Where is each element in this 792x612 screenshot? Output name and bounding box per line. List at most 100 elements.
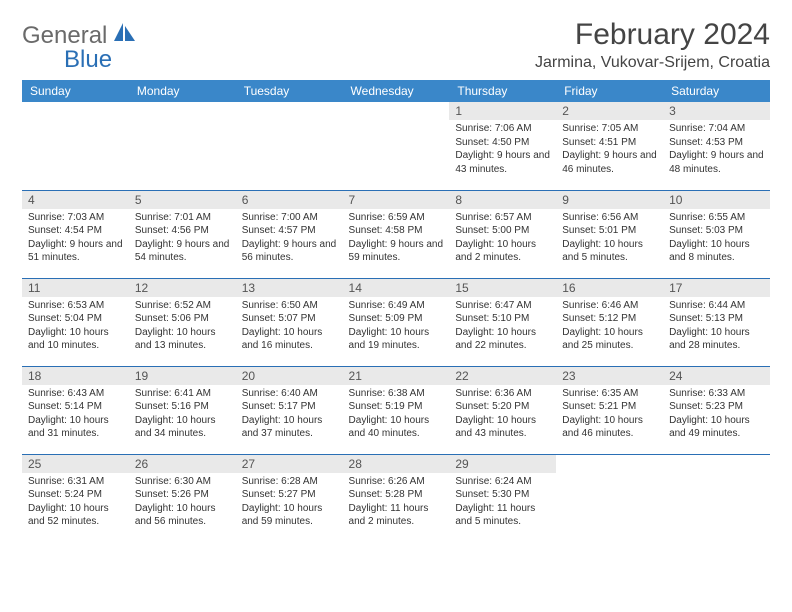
day-number: 4 [22, 191, 129, 209]
daylight-text: Daylight: 10 hours and 2 minutes. [455, 238, 550, 265]
daylight-text: Daylight: 10 hours and 56 minutes. [135, 502, 230, 529]
calendar-week-row: 1 Sunrise: 7:06 AMSunset: 4:50 PMDaylight… [22, 102, 770, 190]
sunrise-text: Sunrise: 7:05 AM [562, 122, 657, 136]
sunrise-text: Sunrise: 6:43 AM [28, 387, 123, 401]
sunset-text: Sunset: 5:28 PM [349, 488, 444, 502]
calendar-day-cell: 9Sunrise: 6:56 AMSunset: 5:01 PMDaylight… [556, 190, 663, 278]
calendar-day-cell [343, 102, 450, 190]
daylight-text: Daylight: 10 hours and 59 minutes. [242, 502, 337, 529]
sunset-text: Sunset: 5:26 PM [135, 488, 230, 502]
sunrise-text: Sunrise: 6:56 AM [562, 211, 657, 225]
weekday-header: Monday [129, 80, 236, 102]
sunrise-text: Sunrise: 6:50 AM [242, 299, 337, 313]
title-block: February 2024 Jarmina, Vukovar-Srijem, C… [535, 18, 770, 72]
sunrise-text: Sunrise: 6:47 AM [455, 299, 550, 313]
daylight-text: Daylight: 10 hours and 28 minutes. [669, 326, 764, 353]
sunset-text: Sunset: 5:09 PM [349, 312, 444, 326]
weekday-header: Tuesday [236, 80, 343, 102]
day-number: 12 [129, 279, 236, 297]
calendar-day-cell: 20Sunrise: 6:40 AMSunset: 5:17 PMDayligh… [236, 366, 343, 454]
weekday-header: Sunday [22, 80, 129, 102]
sunrise-text: Sunrise: 6:59 AM [349, 211, 444, 225]
day-details: Sunrise: 6:31 AMSunset: 5:24 PMDaylight:… [28, 475, 123, 529]
day-details: Sunrise: 6:41 AMSunset: 5:16 PMDaylight:… [135, 387, 230, 441]
sunset-text: Sunset: 4:56 PM [135, 224, 230, 238]
day-details: Sunrise: 6:46 AMSunset: 5:12 PMDaylight:… [562, 299, 657, 353]
day-details: Sunrise: 6:53 AMSunset: 5:04 PMDaylight:… [28, 299, 123, 353]
calendar-day-cell: 15Sunrise: 6:47 AMSunset: 5:10 PMDayligh… [449, 278, 556, 366]
calendar-day-cell: 21Sunrise: 6:38 AMSunset: 5:19 PMDayligh… [343, 366, 450, 454]
day-number: 7 [343, 191, 450, 209]
day-number: 27 [236, 455, 343, 473]
calendar-day-cell: 2 Sunrise: 7:05 AMSunset: 4:51 PMDaylight… [556, 102, 663, 190]
day-details: Sunrise: 6:50 AMSunset: 5:07 PMDaylight:… [242, 299, 337, 353]
day-details: Sunrise: 7:06 AMSunset: 4:50 PMDaylight:… [455, 122, 550, 176]
calendar-table: Sunday Monday Tuesday Wednesday Thursday… [22, 80, 770, 542]
sunrise-text: Sunrise: 6:46 AM [562, 299, 657, 313]
day-details: Sunrise: 7:05 AMSunset: 4:51 PMDaylight:… [562, 122, 657, 176]
sunrise-text: Sunrise: 6:40 AM [242, 387, 337, 401]
calendar-day-cell [556, 454, 663, 542]
sunrise-text: Sunrise: 6:28 AM [242, 475, 337, 489]
sunset-text: Sunset: 5:07 PM [242, 312, 337, 326]
daylight-text: Daylight: 10 hours and 52 minutes. [28, 502, 123, 529]
day-details: Sunrise: 6:59 AMSunset: 4:58 PMDaylight:… [349, 211, 444, 265]
sunrise-text: Sunrise: 6:24 AM [455, 475, 550, 489]
sunrise-text: Sunrise: 6:38 AM [349, 387, 444, 401]
sunrise-text: Sunrise: 6:49 AM [349, 299, 444, 313]
day-details: Sunrise: 6:49 AMSunset: 5:09 PMDaylight:… [349, 299, 444, 353]
sunset-text: Sunset: 5:27 PM [242, 488, 337, 502]
day-number: 17 [663, 279, 770, 297]
day-details: Sunrise: 6:43 AMSunset: 5:14 PMDaylight:… [28, 387, 123, 441]
calendar-page: General Blue February 2024 Jarmina, Vuko… [0, 0, 792, 552]
day-number: 26 [129, 455, 236, 473]
daylight-text: Daylight: 9 hours and 56 minutes. [242, 238, 337, 265]
day-number: 28 [343, 455, 450, 473]
day-details: Sunrise: 6:30 AMSunset: 5:26 PMDaylight:… [135, 475, 230, 529]
calendar-day-cell: 22Sunrise: 6:36 AMSunset: 5:20 PMDayligh… [449, 366, 556, 454]
calendar-day-cell: 28 Sunrise: 6:26 AMSunset: 5:28 PMDayligh… [343, 454, 450, 542]
day-number: 16 [556, 279, 663, 297]
weekday-header: Friday [556, 80, 663, 102]
weekday-header: Thursday [449, 80, 556, 102]
calendar-day-cell: 19Sunrise: 6:41 AMSunset: 5:16 PMDayligh… [129, 366, 236, 454]
daylight-text: Daylight: 9 hours and 46 minutes. [562, 149, 657, 176]
header: General Blue February 2024 Jarmina, Vuko… [22, 18, 770, 72]
sunrise-text: Sunrise: 6:26 AM [349, 475, 444, 489]
day-number: 18 [22, 367, 129, 385]
day-number: 10 [663, 191, 770, 209]
sunrise-text: Sunrise: 6:31 AM [28, 475, 123, 489]
day-number: 15 [449, 279, 556, 297]
sunset-text: Sunset: 4:54 PM [28, 224, 123, 238]
sunset-text: Sunset: 5:03 PM [669, 224, 764, 238]
sunrise-text: Sunrise: 6:57 AM [455, 211, 550, 225]
day-number: 1 [449, 102, 556, 120]
calendar-week-row: 18 Sunrise: 6:43 AMSunset: 5:14 PMDayligh… [22, 366, 770, 454]
calendar-day-cell: 27 Sunrise: 6:28 AMSunset: 5:27 PMDayligh… [236, 454, 343, 542]
day-number: 29 [449, 455, 556, 473]
calendar-day-cell: 12Sunrise: 6:52 AMSunset: 5:06 PMDayligh… [129, 278, 236, 366]
calendar-day-cell: 1 Sunrise: 7:06 AMSunset: 4:50 PMDaylight… [449, 102, 556, 190]
daylight-text: Daylight: 10 hours and 5 minutes. [562, 238, 657, 265]
calendar-day-cell: 3Sunrise: 7:04 AMSunset: 4:53 PMDaylight… [663, 102, 770, 190]
day-details: Sunrise: 6:36 AMSunset: 5:20 PMDaylight:… [455, 387, 550, 441]
day-number: 24 [663, 367, 770, 385]
sunrise-text: Sunrise: 7:06 AM [455, 122, 550, 136]
day-details: Sunrise: 6:44 AMSunset: 5:13 PMDaylight:… [669, 299, 764, 353]
daylight-text: Daylight: 10 hours and 37 minutes. [242, 414, 337, 441]
daylight-text: Daylight: 10 hours and 13 minutes. [135, 326, 230, 353]
day-details: Sunrise: 7:00 AMSunset: 4:57 PMDaylight:… [242, 211, 337, 265]
sunrise-text: Sunrise: 7:04 AM [669, 122, 764, 136]
calendar-day-cell: 16 Sunrise: 6:46 AMSunset: 5:12 PMDayligh… [556, 278, 663, 366]
calendar-day-cell [663, 454, 770, 542]
day-details: Sunrise: 6:26 AMSunset: 5:28 PMDaylight:… [349, 475, 444, 529]
sunrise-text: Sunrise: 7:03 AM [28, 211, 123, 225]
daylight-text: Daylight: 10 hours and 46 minutes. [562, 414, 657, 441]
sunset-text: Sunset: 5:10 PM [455, 312, 550, 326]
day-number: 2 [556, 102, 663, 120]
daylight-text: Daylight: 11 hours and 5 minutes. [455, 502, 550, 529]
day-number: 9 [556, 191, 663, 209]
day-number: 14 [343, 279, 450, 297]
calendar-week-row: 11Sunrise: 6:53 AMSunset: 5:04 PMDayligh… [22, 278, 770, 366]
daylight-text: Daylight: 10 hours and 31 minutes. [28, 414, 123, 441]
